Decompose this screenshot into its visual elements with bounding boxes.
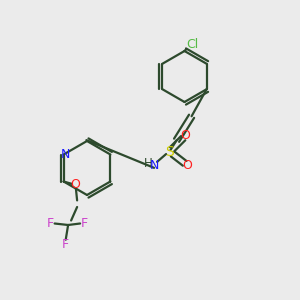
Text: N: N — [60, 148, 70, 161]
Text: S: S — [165, 145, 173, 159]
Text: H: H — [143, 157, 152, 169]
Text: O: O — [182, 159, 192, 172]
Text: F: F — [46, 217, 54, 230]
Text: F: F — [61, 238, 69, 251]
Text: O: O — [181, 129, 190, 142]
Text: N: N — [150, 159, 159, 172]
Text: O: O — [71, 178, 81, 191]
Text: F: F — [81, 217, 88, 230]
Text: Cl: Cl — [186, 38, 198, 52]
